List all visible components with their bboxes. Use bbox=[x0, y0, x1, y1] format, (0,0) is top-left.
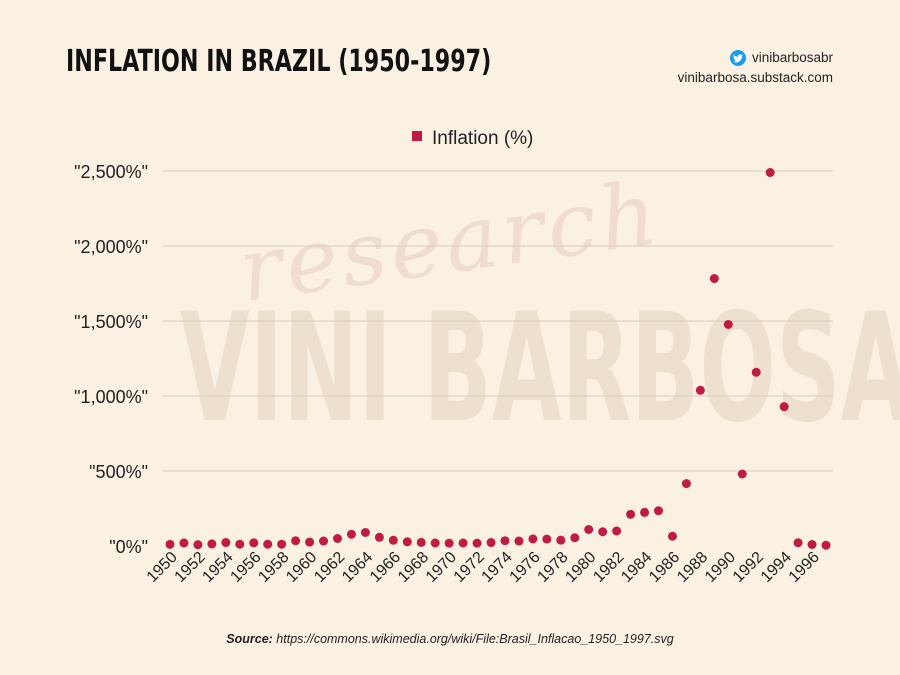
x-tick-label: 1986 bbox=[646, 549, 683, 586]
x-tick-label: 1960 bbox=[283, 549, 320, 586]
data-point bbox=[570, 533, 580, 543]
data-point bbox=[472, 538, 482, 548]
source-note: Source: https://commons.wikimedia.org/wi… bbox=[0, 632, 900, 646]
data-point bbox=[444, 538, 454, 548]
y-tick-label: "2,000%" bbox=[74, 237, 148, 257]
data-point bbox=[374, 532, 384, 542]
source-url[interactable]: https://commons.wikimedia.org/wiki/File:… bbox=[276, 632, 674, 646]
x-tick-label: 1968 bbox=[395, 549, 432, 586]
x-tick-labels: 1950195219541956195819601962196419661968… bbox=[144, 549, 823, 586]
source-label: Source: bbox=[226, 632, 273, 646]
x-tick-label: 1992 bbox=[730, 549, 767, 586]
twitter-icon bbox=[729, 50, 746, 66]
brand-block: vinibarbosabr vinibarbosa.substack.com bbox=[678, 48, 833, 88]
x-tick-label: 1996 bbox=[786, 549, 823, 586]
data-point bbox=[751, 367, 761, 377]
x-tick-label: 1982 bbox=[590, 549, 627, 586]
data-point bbox=[542, 534, 552, 544]
legend-label: Inflation (%) bbox=[432, 128, 533, 149]
x-tick-label: 1964 bbox=[339, 549, 376, 586]
data-point bbox=[709, 274, 719, 284]
y-tick-label: "1,500%" bbox=[74, 312, 148, 332]
data-point bbox=[388, 535, 398, 545]
chart-title: INFLATION IN BRAZIL (1950-1997) bbox=[66, 44, 492, 79]
y-tick-label: "0%" bbox=[109, 537, 148, 557]
x-tick-label: 1950 bbox=[144, 549, 181, 586]
data-point bbox=[319, 536, 329, 546]
x-tick-label: 1994 bbox=[758, 549, 795, 586]
data-point bbox=[291, 536, 301, 546]
data-point bbox=[416, 537, 426, 547]
y-tick-labels: "0%" "500%" "1,000%" "1,500%" "2,000%" "2,500… bbox=[74, 162, 148, 557]
data-point bbox=[598, 527, 608, 537]
data-point bbox=[249, 538, 259, 548]
x-tick-label: 1952 bbox=[172, 549, 209, 586]
data-point bbox=[500, 536, 510, 546]
data-point bbox=[528, 534, 538, 544]
x-tick-label: 1978 bbox=[534, 549, 571, 586]
data-point bbox=[779, 402, 789, 412]
data-point bbox=[807, 540, 817, 549]
data-point bbox=[263, 539, 273, 549]
data-point bbox=[193, 540, 203, 550]
data-point bbox=[667, 531, 677, 541]
legend-marker bbox=[412, 131, 422, 141]
data-point bbox=[221, 538, 231, 548]
data-point bbox=[332, 534, 342, 543]
x-tick-label: 1954 bbox=[199, 549, 236, 586]
data-point bbox=[305, 537, 315, 547]
twitter-handle: vinibarbosabr bbox=[751, 50, 833, 65]
x-tick-label: 1988 bbox=[674, 549, 711, 586]
x-tick-label: 1962 bbox=[311, 549, 348, 586]
data-point bbox=[654, 506, 664, 516]
data-point bbox=[626, 509, 636, 519]
data-point bbox=[165, 539, 175, 549]
y-tick-label: "1,000%" bbox=[74, 387, 148, 407]
data-point bbox=[514, 536, 524, 546]
x-tick-label: 1956 bbox=[227, 549, 264, 586]
data-point bbox=[556, 535, 566, 545]
data-point bbox=[277, 539, 287, 549]
data-point bbox=[681, 479, 691, 489]
data-point bbox=[695, 385, 705, 395]
data-point bbox=[640, 507, 650, 517]
data-points bbox=[165, 168, 831, 550]
data-point bbox=[430, 538, 440, 548]
legend: Inflation (%) bbox=[412, 128, 533, 149]
data-point bbox=[793, 538, 803, 548]
x-tick-label: 1958 bbox=[255, 549, 292, 586]
data-point bbox=[458, 538, 468, 548]
data-point bbox=[737, 469, 747, 479]
x-tick-label: 1970 bbox=[423, 549, 460, 586]
data-point bbox=[584, 525, 594, 534]
x-tick-label: 1966 bbox=[367, 549, 404, 586]
data-point bbox=[723, 319, 733, 329]
twitter-row[interactable]: vinibarbosabr bbox=[678, 48, 833, 68]
data-point bbox=[235, 539, 245, 549]
grid-lines bbox=[163, 170, 833, 472]
data-point bbox=[360, 528, 370, 537]
data-point bbox=[821, 540, 831, 550]
y-tick-label: "500%" bbox=[89, 462, 148, 482]
y-tick-label: "2,500%" bbox=[74, 162, 148, 182]
x-tick-label: 1990 bbox=[702, 549, 739, 586]
website-link[interactable]: vinibarbosa.substack.com bbox=[677, 70, 833, 85]
data-point bbox=[179, 538, 189, 548]
data-point bbox=[765, 168, 775, 177]
x-tick-label: 1972 bbox=[451, 549, 488, 586]
data-point bbox=[346, 529, 356, 539]
x-tick-label: 1976 bbox=[507, 549, 544, 586]
x-tick-label: 1984 bbox=[618, 549, 655, 586]
data-point bbox=[402, 537, 412, 547]
data-point bbox=[612, 526, 622, 536]
data-point bbox=[207, 539, 217, 549]
x-tick-label: 1980 bbox=[562, 549, 599, 586]
x-tick-label: 1974 bbox=[479, 549, 516, 586]
data-point bbox=[486, 538, 496, 548]
